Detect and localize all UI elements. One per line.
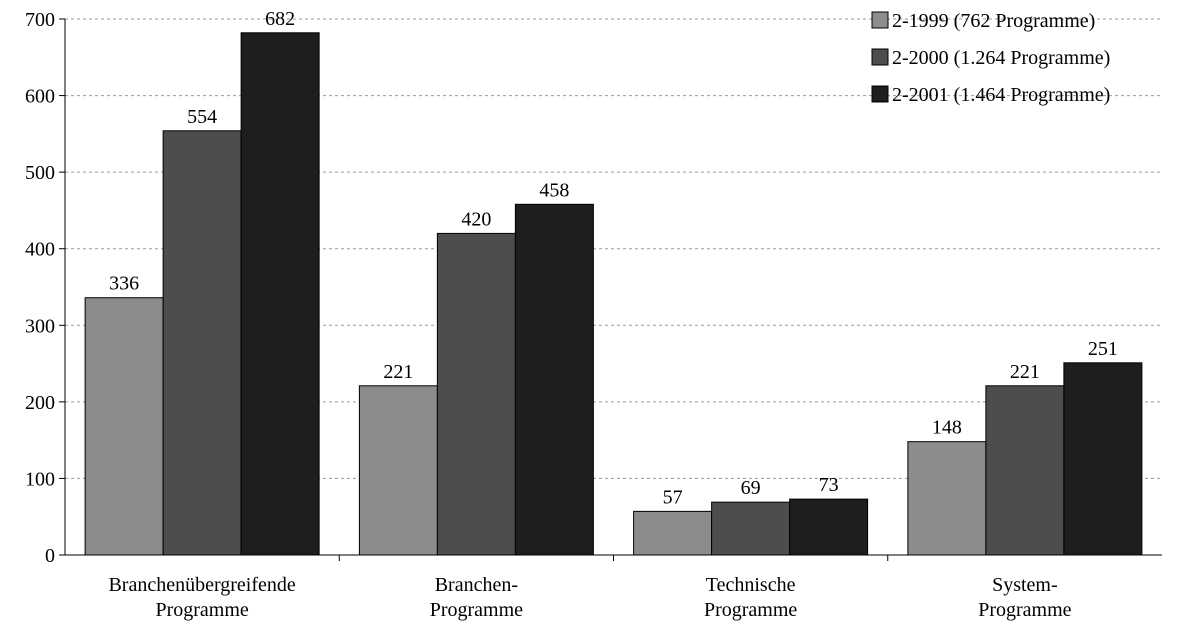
bar <box>162 130 242 556</box>
data-labels: 336 554 682 221 420 458 57 69 73 148 221 251 <box>109 8 1118 509</box>
bar <box>907 441 987 556</box>
x-category-label: System- <box>992 574 1058 596</box>
bar <box>358 385 438 556</box>
bars <box>84 32 1143 556</box>
data-label: 69 <box>741 477 761 499</box>
bar <box>436 232 516 556</box>
data-label: 458 <box>539 179 569 201</box>
y-tick-label: 100 <box>25 468 55 490</box>
x-category-label: Programme <box>704 599 797 621</box>
bar <box>789 498 869 556</box>
y-tick-label: 0 <box>45 545 55 567</box>
data-label: 148 <box>932 417 962 439</box>
bar <box>711 501 791 556</box>
bar <box>985 385 1065 556</box>
data-label: 221 <box>1010 361 1040 383</box>
y-tick-label: 300 <box>25 315 55 337</box>
data-label: 420 <box>461 208 491 230</box>
bar <box>514 203 594 556</box>
data-label: 251 <box>1088 338 1118 360</box>
x-category-label: Programme <box>978 599 1071 621</box>
y-tick-label: 700 <box>25 9 55 31</box>
x-category-label: Branchen- <box>435 574 518 596</box>
y-tick-label: 400 <box>25 239 55 261</box>
legend-swatch <box>871 11 889 29</box>
bar <box>633 510 713 556</box>
data-label: 221 <box>383 361 413 383</box>
legend-swatch <box>871 85 889 103</box>
data-label: 336 <box>109 273 139 295</box>
data-label: 554 <box>187 106 217 128</box>
legend-swatch <box>871 48 889 66</box>
x-category-label: Programme <box>430 599 523 621</box>
legend-label: 2-2000 (1.264 Programme) <box>892 47 1110 69</box>
legend-label: 2-1999 (762 Programme) <box>892 10 1095 32</box>
y-tick-label: 500 <box>25 162 55 184</box>
data-label: 73 <box>819 474 839 496</box>
y-tick-label: 600 <box>25 86 55 108</box>
x-category-label: Programme <box>155 599 248 621</box>
x-category-label: Technische <box>706 574 796 596</box>
y-tick-label: 200 <box>25 392 55 414</box>
legend-label: 2-2001 (1.464 Programme) <box>892 84 1110 106</box>
data-label: 682 <box>265 8 295 30</box>
legend: 2-1999 (762 Programme) 2-2000 (1.264 Prog… <box>871 10 1110 106</box>
bar <box>1063 362 1143 556</box>
x-category-label: Branchenübergreifende <box>108 574 295 596</box>
bar <box>240 32 320 556</box>
data-label: 57 <box>663 486 683 508</box>
bar <box>84 297 164 556</box>
